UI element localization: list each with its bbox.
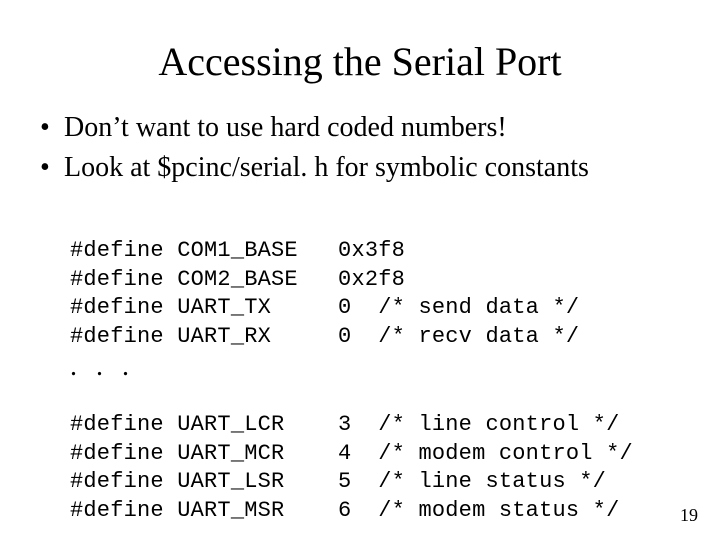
code-block-top: #define COM1_BASE 0x3f8 #define COM2_BAS…	[70, 209, 680, 352]
slide-title: Accessing the Serial Port	[40, 38, 680, 85]
code-line: #define COM2_BASE 0x2f8	[70, 267, 405, 292]
code-line: #define UART_TX 0 /* send data */	[70, 295, 579, 320]
bullet-item: Look at $pcinc/serial. h for symbolic co…	[40, 149, 680, 187]
slide: Accessing the Serial Port Don’t want to …	[0, 0, 720, 540]
page-number: 19	[680, 505, 698, 526]
bullet-list: Don’t want to use hard coded numbers! Lo…	[40, 109, 680, 187]
code-line: #define UART_LCR 3 /* line control */	[70, 412, 620, 437]
code-ellipsis: . . .	[70, 352, 680, 383]
code-line: #define UART_RX 0 /* recv data */	[70, 324, 579, 349]
code-line: #define UART_MCR 4 /* modem control */	[70, 441, 633, 466]
bullet-item: Don’t want to use hard coded numbers!	[40, 109, 680, 147]
code-block-bottom: #define UART_LCR 3 /* line control */ #d…	[70, 382, 680, 525]
code-line: #define UART_MSR 6 /* modem status */	[70, 498, 620, 523]
code-line: #define COM1_BASE 0x3f8	[70, 238, 405, 263]
code-line: #define UART_LSR 5 /* line status */	[70, 469, 606, 494]
